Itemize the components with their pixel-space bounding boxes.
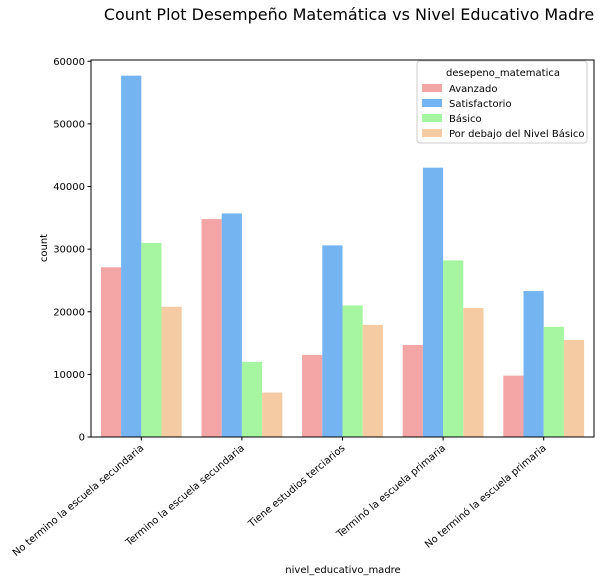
bar-satisfactorio-0 bbox=[121, 75, 142, 437]
bar-por-debajo-del-nivel-b-sico-1 bbox=[262, 392, 283, 437]
legend: desepeno_matematica Avanzado Satisfactori… bbox=[416, 60, 588, 144]
bar-satisfactorio-3 bbox=[422, 167, 444, 437]
x-tick-label: No terminó la escuela primaria bbox=[422, 442, 548, 551]
bar-avanzado-2 bbox=[302, 354, 323, 437]
legend-swatch bbox=[422, 84, 442, 92]
y-tick-label: 20000 bbox=[53, 307, 85, 318]
legend-label: Por debajo del Nivel Básico bbox=[449, 128, 584, 140]
legend-swatch bbox=[422, 99, 442, 107]
x-tick-label: Tiene estudios terciarios bbox=[246, 443, 347, 531]
bar-avanzado-3 bbox=[402, 344, 423, 437]
bar-por-debajo-del-nivel-b-sico-2 bbox=[362, 324, 383, 437]
y-tick-label: 50000 bbox=[53, 119, 85, 130]
bar-satisfactorio-2 bbox=[322, 245, 343, 437]
x-axis: No termino la escuela secundariaTermino … bbox=[11, 437, 549, 559]
plot-frame bbox=[90, 59, 595, 438]
bar-b-sico-0 bbox=[141, 242, 162, 437]
legend-swatch bbox=[422, 114, 442, 122]
y-axis: 0 10000 20000 30000 40000 50000 60000 bbox=[53, 57, 91, 444]
plot-area bbox=[100, 75, 585, 437]
bar-por-debajo-del-nivel-b-sico-0 bbox=[161, 306, 182, 437]
x-axis-label: nivel_educativo_madre bbox=[285, 565, 400, 576]
bar-satisfactorio-1 bbox=[221, 213, 242, 437]
y-tick-label: 0 bbox=[79, 433, 85, 444]
y-axis-label: count bbox=[39, 234, 50, 262]
bar-b-sico-3 bbox=[443, 260, 464, 437]
bar-b-sico-4 bbox=[543, 326, 564, 437]
legend-box bbox=[416, 60, 588, 144]
bar-avanzado-0 bbox=[100, 267, 122, 437]
x-tick-label: Termino la escuela secundaria bbox=[123, 443, 247, 549]
legend-label: Satisfactorio bbox=[449, 99, 512, 110]
legend-title: desepeno_matematica bbox=[446, 68, 560, 79]
bar-por-debajo-del-nivel-b-sico-3 bbox=[463, 307, 484, 437]
legend-label: Básico bbox=[449, 113, 482, 125]
bar-b-sico-1 bbox=[241, 361, 263, 437]
y-tick-label: 30000 bbox=[53, 245, 85, 256]
bar-por-debajo-del-nivel-b-sico-4 bbox=[563, 339, 585, 437]
bar-avanzado-1 bbox=[201, 219, 222, 437]
y-tick-label: 10000 bbox=[53, 370, 85, 381]
bar-satisfactorio-4 bbox=[523, 291, 544, 437]
bar-avanzado-4 bbox=[503, 375, 524, 437]
y-tick-label: 60000 bbox=[53, 57, 85, 68]
y-tick-label: 40000 bbox=[53, 182, 85, 193]
bar-b-sico-2 bbox=[342, 305, 363, 437]
chart-title: Count Plot Desempeño Matemática vs Nivel… bbox=[104, 5, 594, 24]
legend-swatch bbox=[422, 129, 442, 137]
legend-label: Avanzado bbox=[449, 84, 497, 95]
x-tick-label: Terminó la escuela primaria bbox=[334, 442, 448, 541]
